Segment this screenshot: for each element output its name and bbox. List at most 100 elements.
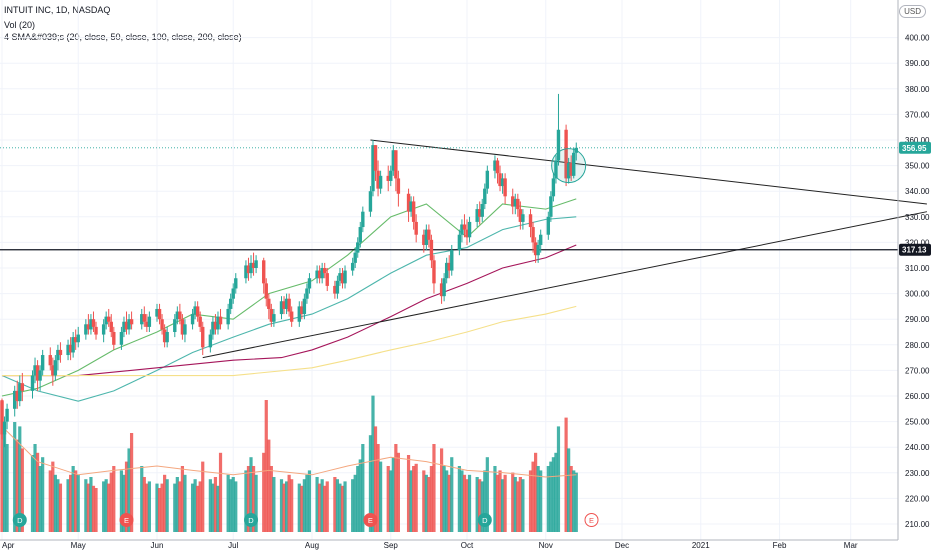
- candle-body: [213, 321, 218, 330]
- volume-bar: [406, 455, 411, 532]
- candle-body: [160, 319, 164, 330]
- volume-bar: [175, 477, 179, 532]
- price-tick-label: 270.00: [905, 366, 930, 375]
- candle-body: [483, 188, 487, 204]
- volume-bar: [48, 470, 52, 532]
- candle-body: [73, 337, 78, 343]
- volume-bar: [511, 472, 515, 532]
- earnings-marker: [584, 513, 599, 527]
- candle-body: [190, 314, 195, 325]
- candle-body: [569, 163, 573, 176]
- earnings-marker: [119, 513, 134, 527]
- candle-body: [439, 283, 444, 297]
- volume-bar: [201, 461, 205, 532]
- volume-bar: [338, 483, 342, 532]
- candle-body: [254, 260, 258, 268]
- volume-bar: [165, 479, 169, 532]
- price-tick-label: 280.00: [905, 341, 930, 350]
- event-marker-label: E: [589, 516, 594, 525]
- currency-badge[interactable]: USD: [899, 5, 926, 18]
- candle-body: [358, 227, 362, 243]
- volume-bar: [297, 483, 301, 532]
- volume-bar: [198, 481, 202, 532]
- candle-body: [317, 270, 322, 279]
- candle-body: [353, 252, 357, 263]
- volume-bar: [549, 461, 553, 532]
- volume-bar: [213, 477, 218, 532]
- volume-bar: [414, 463, 418, 532]
- candle-body: [511, 196, 515, 207]
- volume-legend: Vol (20): [4, 20, 36, 30]
- support-price-label: 317.13: [902, 246, 927, 255]
- volume-bar: [503, 474, 507, 532]
- volume-bar: [33, 444, 37, 532]
- volume-bar: [249, 457, 253, 532]
- volume-bar: [211, 483, 215, 532]
- candle-body: [467, 221, 472, 238]
- candle-body: [335, 280, 340, 294]
- volume-bar: [500, 479, 505, 532]
- candle-body: [528, 214, 533, 228]
- event-marker-label: D: [482, 516, 488, 525]
- candle-body: [216, 316, 220, 330]
- candle-body: [396, 178, 401, 194]
- price-tick-label: 330.00: [905, 213, 930, 222]
- candle-body: [5, 408, 9, 422]
- volume-bar: [287, 474, 291, 532]
- candle-body: [287, 298, 291, 312]
- volume-bar: [264, 400, 268, 532]
- volume-bar: [193, 479, 197, 532]
- candle-body: [465, 229, 469, 238]
- candle-body: [480, 204, 484, 217]
- candle-body: [391, 150, 396, 171]
- candle-body: [66, 344, 70, 356]
- volume-bar: [267, 439, 271, 532]
- volume-bar: [409, 470, 413, 532]
- volume-bar: [447, 474, 451, 532]
- candle-body: [429, 239, 434, 261]
- volume-bar: [422, 470, 426, 532]
- volume-bar: [394, 444, 398, 532]
- time-tick-label: 2021: [692, 541, 710, 550]
- volume-bar: [572, 470, 576, 532]
- candle-body: [368, 191, 373, 212]
- candle-body: [157, 308, 162, 320]
- volume-bar: [66, 479, 70, 532]
- candle-body: [307, 278, 312, 289]
- volume-bar: [262, 452, 266, 532]
- volume-bar: [315, 477, 319, 532]
- sma-20-line: [1, 198, 577, 397]
- volume-bar: [86, 483, 90, 532]
- volume-bar: [564, 417, 568, 532]
- candle-body: [84, 324, 88, 335]
- candle-body: [51, 365, 55, 376]
- volume-bar: [429, 466, 434, 532]
- candle-body: [447, 262, 451, 271]
- chart-title: INTUIT INC, 1D, NASDAQ: [4, 5, 111, 15]
- candle-body: [112, 332, 116, 345]
- candle-body: [475, 209, 479, 222]
- volume-bar: [279, 479, 284, 532]
- time-tick-label: Aug: [305, 541, 319, 550]
- candle-body: [333, 285, 337, 294]
- candle-body: [119, 332, 124, 345]
- price-tick-label: 290.00: [905, 315, 930, 324]
- volume-bar: [475, 477, 479, 532]
- candle-body: [53, 360, 58, 376]
- price-tick-label: 220.00: [905, 494, 930, 503]
- candle-body: [142, 314, 146, 322]
- price-tick-label: 390.00: [905, 59, 930, 68]
- volume-bar: [216, 485, 220, 532]
- event-marker-label: E: [368, 516, 373, 525]
- volume-bar: [163, 474, 167, 532]
- candle-body: [0, 401, 4, 435]
- candle-body: [386, 175, 390, 181]
- volume-bar: [244, 470, 248, 532]
- candle-body: [300, 306, 304, 315]
- candle-body: [180, 319, 185, 335]
- price-tick-label: 340.00: [905, 187, 930, 196]
- dividend-marker: [12, 513, 27, 527]
- time-tick-label: Apr: [2, 541, 15, 550]
- candle-body: [71, 337, 75, 353]
